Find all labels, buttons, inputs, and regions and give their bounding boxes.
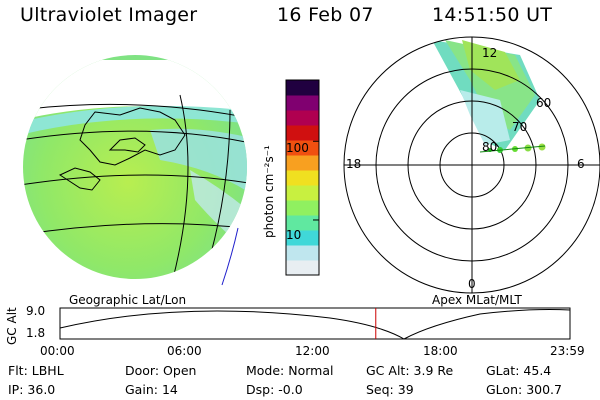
altitude-ylabel: GC Alt (5, 307, 19, 345)
colorbar-segment (286, 125, 319, 141)
colorbar-segment (286, 155, 319, 171)
colorbar-segment (286, 140, 319, 156)
status-seq: Seq: 39 (366, 382, 414, 397)
colorbar-tick-100: 100 (286, 141, 309, 155)
status-door: Door: Open (125, 363, 197, 378)
polar-label-dawn: 6 (577, 157, 585, 171)
status-flt: Flt: LBHL (8, 363, 64, 378)
colorbar-segment (286, 95, 319, 111)
geographic-panel-label: Geographic Lat/Lon (69, 293, 187, 307)
colorbar-segment (286, 110, 319, 126)
colorbar-segment (286, 80, 319, 96)
colorbar-segment (286, 260, 319, 276)
status-gc-alt: GC Alt: 3.9 Re (366, 363, 454, 378)
time-label: 14:51:50 UT (432, 4, 553, 26)
apex-panel-label: Apex MLat/MLT (432, 293, 522, 307)
status-ip: IP: 36.0 (8, 382, 56, 397)
altitude-tick-high: 9.0 (26, 304, 46, 318)
polar-lat-80: 80 (482, 140, 498, 154)
colorbar-tick-10: 10 (286, 228, 302, 242)
polar-lat-70: 70 (512, 120, 528, 134)
colorbar-segment (286, 185, 319, 201)
status-gain: Gain: 14 (125, 382, 178, 397)
time-tick-0600: 06:00 (167, 344, 202, 358)
instrument-title: Ultraviolet Imager (20, 4, 198, 26)
colorbar (285, 79, 320, 276)
colorbar-segment (286, 170, 319, 186)
colorbar-frame (285, 79, 320, 276)
time-tick-0000: 00:00 (40, 344, 75, 358)
colorbar-segment (286, 200, 319, 216)
status-glon: GLon: 300.7 (486, 382, 562, 397)
colorbar-segment (286, 215, 319, 231)
time-tick-2359: 23:59 (550, 344, 585, 358)
polar-label-dusk: 18 (346, 157, 362, 171)
date-label: 16 Feb 07 (277, 4, 374, 26)
altitude-tick-low: 1.8 (26, 326, 46, 340)
polar-label-noon: 12 (482, 46, 498, 60)
colorbar-segment (286, 245, 319, 261)
time-tick-1200: 12:00 (295, 344, 330, 358)
status-dsp: Dsp: -0.0 (246, 382, 303, 397)
polar-lat-60: 60 (536, 96, 552, 110)
colorbar-segment (286, 230, 319, 246)
polar-label-midnight: 0 (468, 277, 476, 291)
status-mode: Mode: Normal (246, 363, 334, 378)
time-tick-1800: 18:00 (423, 344, 458, 358)
status-glat: GLat: 45.4 (486, 363, 552, 378)
